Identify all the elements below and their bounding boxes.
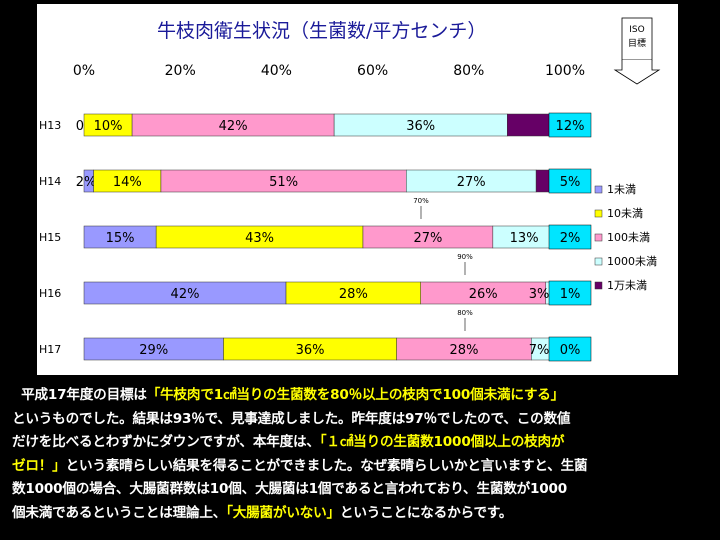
legend-swatch: [594, 185, 603, 194]
legend-swatch: [594, 233, 603, 242]
legend-swatch: [594, 281, 603, 290]
caption-l6-c: ということになるからです。: [339, 504, 513, 521]
x-tick-label: 40%: [261, 63, 292, 79]
caption-line-4: ゼロ！」という素晴らしい結果を得ることができました。なぜ素晴らしいかと言いますと…: [12, 455, 712, 479]
threshold-annotation: 90%: [457, 253, 473, 261]
caption-l4-b: という素晴らしい結果を得ることができました。なぜ素晴らしいかと言いますと、生菌: [65, 457, 588, 474]
legend-swatch: [594, 209, 603, 218]
data-label: 27%: [413, 231, 442, 246]
legend-label: 1000未満: [607, 255, 657, 268]
legend-label: 1未満: [607, 183, 636, 196]
iso-target-box: ISO 目標: [613, 17, 661, 85]
caption-l1-a: 平成17年度の目標は: [21, 387, 147, 403]
caption-line-2: というものでした。結果は93％で、見事達成しました。昨年度は97％でしたので、こ…: [12, 408, 712, 432]
data-label: 14%: [113, 175, 142, 190]
threshold-annotation: 80%: [457, 309, 473, 317]
x-tick-label: 100%: [545, 63, 585, 79]
caption-line-5: 数1000個の場合、大腸菌群数は10個、大腸菌は1個であると言われており、生菌数…: [12, 478, 712, 502]
legend-label: 100未満: [607, 231, 650, 244]
x-tick-label: 0%: [73, 63, 95, 79]
caption-l6-a: 個未満であるということは理論上、: [12, 504, 227, 521]
data-label-box: [548, 168, 592, 194]
caption-l4-highlight: ゼロ！」: [12, 457, 66, 474]
chart-panel: 牛枝肉衛生状況（生菌数/平方センチ） ISO 目標 0% 20% 40% 60% 80%…: [37, 4, 678, 375]
data-label: 29%: [139, 343, 168, 358]
data-label: 51%: [269, 175, 298, 190]
caption-line-6: 個未満であるということは理論上、「大腸菌がいない」ということになるからです。: [12, 502, 712, 526]
data-label: 43%: [245, 231, 274, 246]
data-label: 28%: [339, 287, 368, 302]
iso-target-arrow: [613, 60, 661, 85]
data-label: 0%: [560, 343, 581, 358]
data-label: 12%: [556, 119, 585, 134]
caption-l5: 数1000個の場合、大腸菌群数は10個、大腸菌は1個であると言われており、生菌数…: [12, 481, 568, 497]
data-label: 13%: [510, 231, 539, 246]
iso-target-line1: ISO: [629, 25, 644, 35]
data-label: 26%: [469, 287, 498, 302]
category-label: H17: [39, 343, 61, 356]
threshold-annotation: 70%: [413, 197, 429, 205]
legend-label: 10未満: [607, 207, 643, 220]
category-label: H15: [39, 231, 61, 244]
category-label: H13: [39, 119, 61, 132]
x-tick-label: 20%: [165, 63, 196, 79]
category-label: H14: [39, 175, 61, 188]
data-label: 5%: [560, 175, 581, 190]
caption-l3-a: だけを比べるとわずかにダウンですが、本年度は、: [12, 434, 320, 450]
x-tick-label: 80%: [453, 63, 484, 79]
category-label: H16: [39, 287, 61, 300]
data-label: 10%: [94, 119, 123, 134]
data-label-box: [548, 280, 592, 306]
caption-l2: というものでした。結果は93％で、見事達成しました。昨年度は97％でしたので、こ…: [12, 410, 571, 427]
data-label: 27%: [457, 175, 486, 190]
caption-l1-highlight: 「牛枝肉で1㎠当りの生菌数を80％以上の枝肉で100個未満にする」: [146, 387, 565, 403]
data-label: 2%: [560, 231, 581, 246]
data-label: 42%: [171, 287, 200, 302]
caption-line-3: だけを比べるとわずかにダウンですが、本年度は、「１㎠当りの生菌数1000個以上の…: [12, 431, 712, 455]
data-label: 3%: [529, 287, 550, 302]
caption-l6-highlight: 「大腸菌がいない」: [226, 504, 340, 521]
data-label-box: [548, 224, 592, 250]
data-label: 7%: [529, 343, 550, 358]
iso-target-frame: [621, 17, 653, 61]
stacked-bar-chart: 牛枝肉衛生状況（生菌数/平方センチ） ISO 目標 0% 20% 40% 60% 80%…: [39, 17, 661, 362]
data-label-box: [548, 336, 592, 362]
x-tick-label: 60%: [357, 63, 388, 79]
data-label-box: [548, 112, 592, 138]
legend-label: 1万未満: [607, 279, 647, 292]
data-label: 36%: [296, 343, 325, 358]
chart-title: 牛枝肉衛生状況（生菌数/平方センチ）: [157, 20, 486, 42]
iso-target-line2: 目標: [628, 37, 646, 49]
data-label: 2%: [76, 175, 97, 190]
legend-swatch: [594, 257, 603, 266]
data-label: 28%: [450, 343, 479, 358]
data-label: 36%: [406, 119, 435, 134]
data-label: 42%: [219, 119, 248, 134]
data-label: 15%: [106, 231, 135, 246]
caption-text: 平成17年度の目標は「牛枝肉で1㎠当りの生菌数を80％以上の枝肉で100個未満に…: [12, 384, 712, 525]
caption-line-1: 平成17年度の目標は「牛枝肉で1㎠当りの生菌数を80％以上の枝肉で100個未満に…: [12, 384, 712, 408]
data-label: 1%: [560, 287, 581, 302]
caption-l3-highlight: 「１㎠当りの生菌数1000個以上の枝肉が: [319, 434, 565, 450]
